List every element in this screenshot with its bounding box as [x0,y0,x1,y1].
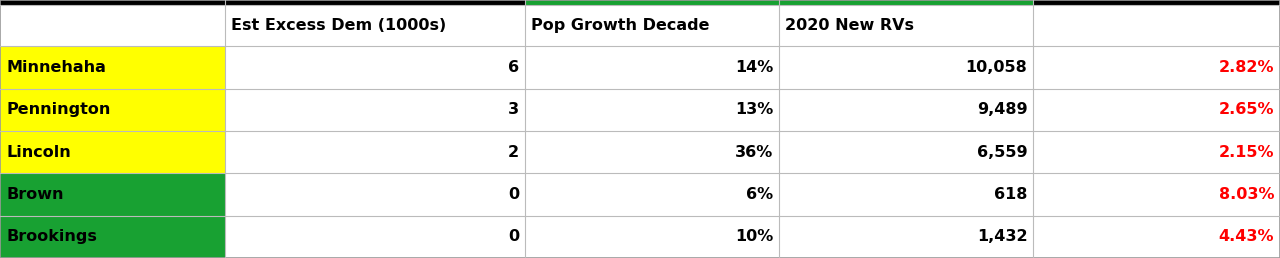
Bar [0,46,225,89]
Text: 6: 6 [508,60,520,75]
Text: Pop Growth Decade: Pop Growth Decade [531,18,710,33]
Text: Pennington: Pennington [6,102,110,117]
Bar [0,0,225,5]
Text: 4.43%: 4.43% [1219,229,1274,244]
Bar [780,0,1033,5]
Text: 618: 618 [995,187,1028,202]
Text: 8.03%: 8.03% [1219,187,1274,202]
Text: 10%: 10% [735,229,773,244]
Text: 9,489: 9,489 [977,102,1028,117]
Text: 2.82%: 2.82% [1219,60,1274,75]
Bar [225,216,1280,258]
Text: Minnehaha: Minnehaha [6,60,106,75]
Text: 3: 3 [508,102,520,117]
Text: 2.15%: 2.15% [1219,145,1274,160]
Bar [225,173,1280,216]
Bar [0,131,225,173]
Text: 2: 2 [508,145,520,160]
Bar [225,89,1280,131]
Text: 6,559: 6,559 [977,145,1028,160]
Text: 6%: 6% [746,187,773,202]
Text: 0: 0 [508,187,520,202]
Text: 1,432: 1,432 [977,229,1028,244]
Bar [0,216,225,258]
Bar [525,0,780,5]
Text: Brown: Brown [6,187,64,202]
Text: Est Excess Dem (1000s): Est Excess Dem (1000s) [232,18,447,33]
Text: Lincoln: Lincoln [6,145,70,160]
Bar [0,173,225,216]
Text: 2.65%: 2.65% [1219,102,1274,117]
Bar [225,46,1280,89]
Text: 2020 New RVs: 2020 New RVs [786,18,914,33]
Text: 14%: 14% [735,60,773,75]
Bar [1033,0,1280,5]
Bar [0,89,225,131]
Text: 10,058: 10,058 [965,60,1028,75]
Text: 0: 0 [508,229,520,244]
Text: 36%: 36% [735,145,773,160]
Bar [225,131,1280,173]
Bar [225,0,525,5]
Text: 13%: 13% [735,102,773,117]
Text: Brookings: Brookings [6,229,97,244]
Bar [0,5,1280,46]
